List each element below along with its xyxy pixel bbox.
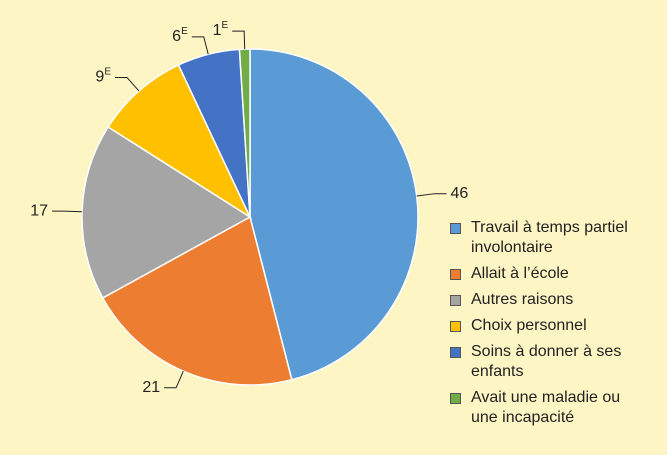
- legend-label: Choix personnel: [471, 317, 587, 334]
- data-label: 46: [451, 185, 469, 202]
- legend-swatch: [450, 223, 461, 234]
- leader-line: [416, 193, 447, 197]
- data-label: 21: [142, 379, 160, 396]
- legend-item: Travail à temps partiel involontaire: [450, 218, 660, 258]
- data-label: 17: [30, 202, 48, 219]
- pie-slice: [81, 125, 252, 299]
- pie-slice: [249, 48, 419, 381]
- legend-item: Choix personnel: [450, 316, 660, 336]
- legend-swatch: [450, 347, 461, 358]
- legend-item: Autres raisons: [450, 290, 660, 310]
- legend-item: Soins à donner à ses enfants: [450, 342, 660, 382]
- legend: Travail à temps partiel involontaire Alla…: [450, 218, 660, 434]
- legend-item: Avait une maladie ou une incapacité: [450, 388, 660, 428]
- leader-line: [164, 370, 184, 389]
- legend-swatch: [450, 295, 461, 306]
- leader-line: [52, 210, 83, 213]
- legend-label: Allait à l’école: [471, 265, 569, 282]
- legend-label: Avait une maladie ou une incapacité: [471, 389, 621, 426]
- legend-label: Autres raisons: [471, 291, 574, 308]
- legend-label: Travail à temps partiel involontaire: [471, 219, 628, 256]
- legend-swatch: [450, 269, 461, 280]
- data-label: 9E: [95, 66, 111, 86]
- data-label: 6E: [172, 25, 188, 45]
- legend-swatch: [450, 393, 461, 404]
- data-label: 1E: [213, 20, 229, 40]
- pie-slice: [101, 215, 293, 386]
- legend-swatch: [450, 321, 461, 332]
- pie-slice: [107, 63, 252, 220]
- legend-label: Soins à donner à ses enfants: [471, 343, 622, 380]
- leader-line: [232, 30, 246, 50]
- legend-item: Allait à l’école: [450, 264, 660, 284]
- leader-line: [114, 76, 140, 92]
- leader-line: [191, 36, 209, 55]
